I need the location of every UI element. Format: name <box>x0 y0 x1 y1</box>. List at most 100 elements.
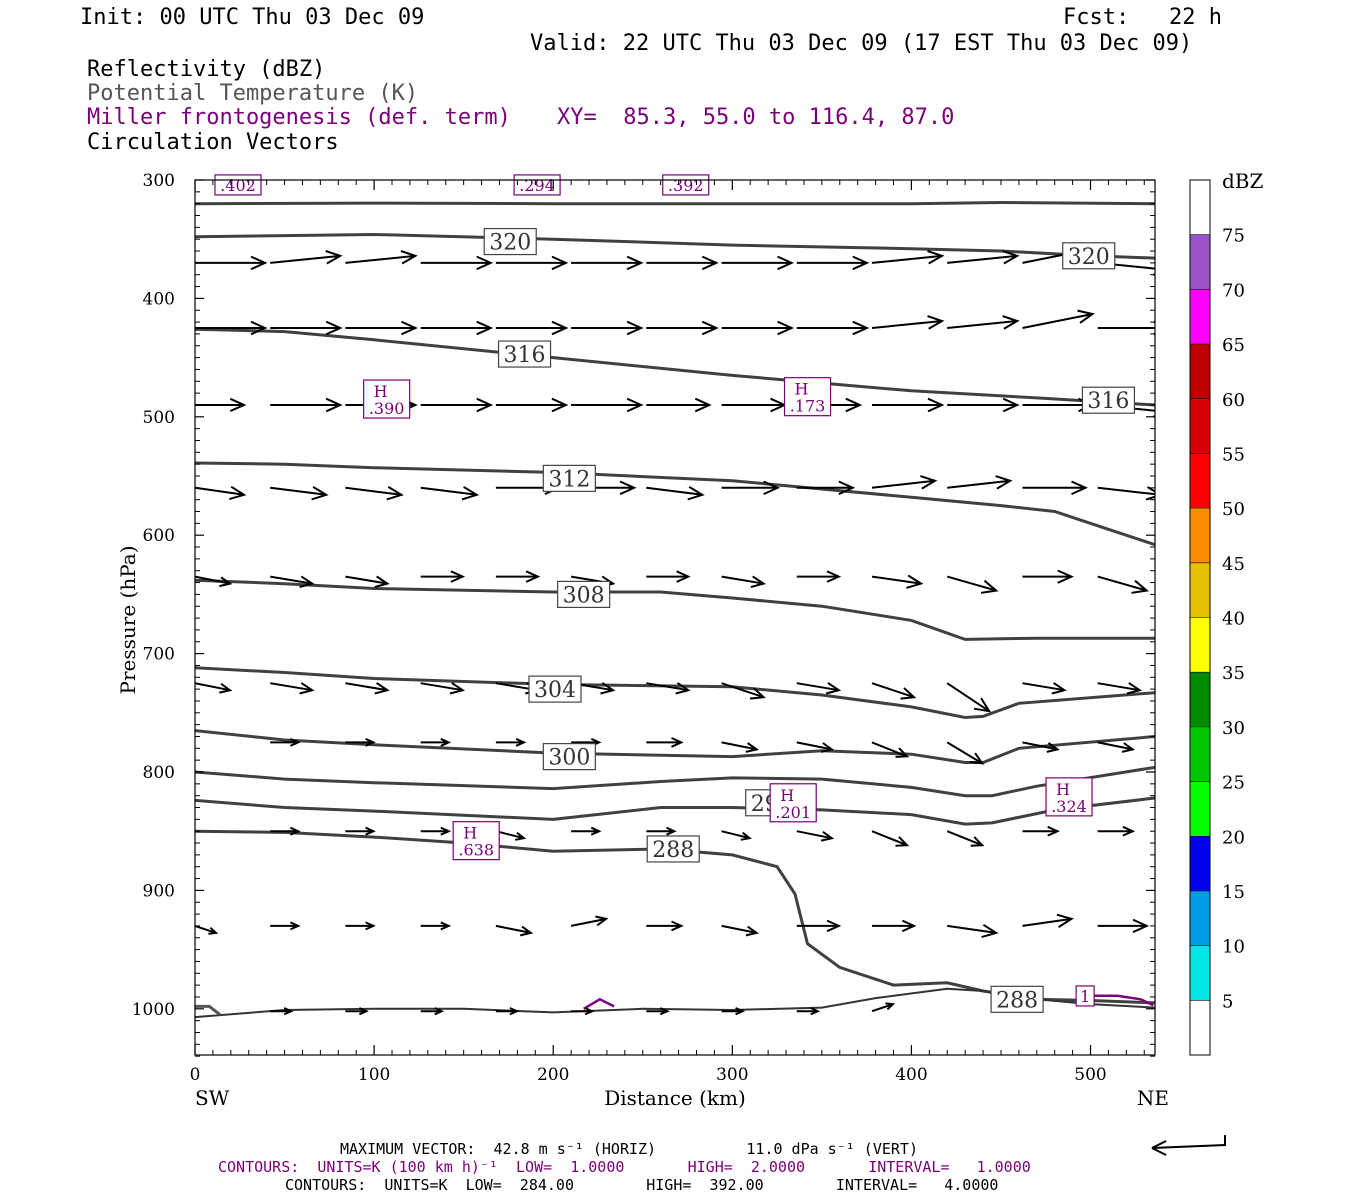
circulation-vector <box>420 255 494 271</box>
frontogenesis-max-letter: H <box>1056 780 1070 799</box>
circulation-vector <box>570 915 609 927</box>
theta-label-box <box>483 227 537 256</box>
circulation-vector <box>947 315 1020 330</box>
circulation-vector <box>345 682 390 695</box>
theta-label-text: 308 <box>563 583 605 608</box>
circulation-vector <box>345 575 390 588</box>
circulation-vector <box>495 320 569 336</box>
x-tick-label: 0 <box>190 1065 201 1085</box>
circulation-vector <box>946 575 999 594</box>
frontogenesis-label-box <box>452 821 500 861</box>
theta-contour-292 <box>195 796 1155 826</box>
frontogenesis-max-value: .390 <box>369 399 405 418</box>
circulation-vector <box>646 320 719 336</box>
valid-time: Valid: 22 UTC Thu 03 Dec 09 (17 EST Thu … <box>530 31 1193 56</box>
circulation-vector <box>872 397 945 413</box>
circulation-vector <box>195 485 247 501</box>
circulation-vector <box>420 737 452 747</box>
colorbar-level-label: 35 <box>1222 663 1245 684</box>
circulation-vector <box>195 255 268 271</box>
colorbar-level-label: 30 <box>1222 718 1245 739</box>
colorbar-level-label: 75 <box>1222 226 1245 247</box>
frontogenesis-label-value: .402 <box>220 176 256 195</box>
circulation-vector <box>270 320 343 336</box>
circulation-vector <box>1097 825 1136 837</box>
frontogenesis-label-box <box>1075 985 1095 1007</box>
theta-label-text: 300 <box>548 746 590 771</box>
theta-label-box <box>557 580 611 609</box>
circulation-vector <box>195 320 268 336</box>
circulation-vector <box>646 826 677 836</box>
frontogenesis-contour-info: CONTOURS: UNITS=K (100 km h)⁻¹ LOW= 1.00… <box>218 1158 1031 1176</box>
y-tick-label: 600 <box>143 526 175 546</box>
circulation-vector <box>796 255 870 271</box>
circulation-vector <box>721 480 781 496</box>
colorbar-unit: dBZ <box>1222 169 1264 193</box>
theta-contour-312 <box>195 461 1155 547</box>
circulation-vector <box>270 397 343 413</box>
circulation-vector <box>345 320 418 336</box>
frontogenesis-label: H.390 <box>363 379 411 419</box>
circulation-vector <box>1097 682 1143 695</box>
x-end-label-left: SW <box>195 1086 230 1110</box>
frontogenesis-label-box <box>1045 777 1093 817</box>
circulation-vector <box>571 1007 595 1016</box>
frontogenesis-label: 1 <box>1075 985 1095 1007</box>
x-tick-label: 300 <box>716 1065 748 1085</box>
theta-label: 320 <box>1062 242 1116 270</box>
theta-label-box <box>542 464 596 492</box>
frontogenesis-max-letter: H <box>374 382 388 401</box>
circulation-vector <box>195 397 247 413</box>
theta-label-box <box>990 985 1044 1013</box>
x-tick-label: 100 <box>358 1065 390 1085</box>
theta-contour-info: CONTOURS: UNITS=K LOW= 284.00 HIGH= 392.… <box>285 1176 999 1194</box>
field-reflectivity: Reflectivity (dBZ) <box>87 57 326 82</box>
circulation-vector <box>796 830 835 842</box>
colorbar-segment <box>1190 672 1210 727</box>
circulation-vector <box>1022 309 1095 329</box>
circulation-vector <box>420 921 452 931</box>
frontogenesis-label-value: 1 <box>1080 987 1090 1006</box>
circulation-vector <box>270 682 315 695</box>
colorbar-level-label: 70 <box>1222 280 1245 301</box>
x-tick-label: 200 <box>537 1065 569 1085</box>
colorbar-segment <box>1190 836 1210 891</box>
circulation-vector <box>871 250 945 265</box>
circulation-vector <box>872 919 917 933</box>
y-tick-label: 700 <box>143 645 175 665</box>
theta-label: 308 <box>557 580 611 609</box>
colorbar-segment <box>1190 945 1210 1001</box>
theta-label-text: 288 <box>652 838 694 863</box>
circulation-vector <box>721 741 759 753</box>
theta-contour-304 <box>195 666 1155 720</box>
frontogenesis-contours <box>583 994 1154 1010</box>
circulation-vector <box>270 575 315 588</box>
circulation-vector <box>646 397 712 413</box>
frontogenesis-max-letter: H <box>463 824 477 843</box>
theta-label-text: 320 <box>489 231 531 256</box>
circulation-vector <box>947 397 1020 413</box>
cross-section-chart: 320320316316312308304300292288288.402.29… <box>116 169 1264 1110</box>
y-tick-label: 900 <box>143 881 175 901</box>
theta-label-text: 288 <box>996 988 1038 1013</box>
circulation-vector <box>270 921 301 931</box>
circulation-vector <box>1097 486 1155 501</box>
circulation-vector <box>1097 575 1150 594</box>
circulation-vector <box>796 1007 821 1016</box>
circulation-vector <box>646 486 705 501</box>
circulation-vector <box>946 682 992 713</box>
circulation-vector <box>871 574 924 589</box>
circulation-vector <box>495 570 541 583</box>
circulation-vector <box>721 682 766 700</box>
circulation-vector <box>1022 913 1074 928</box>
circulation-vector <box>1022 682 1067 695</box>
frontogenesis-label: H.638 <box>452 821 500 861</box>
circulation-vector <box>796 682 842 695</box>
frontogenesis-max-value: .173 <box>790 397 826 416</box>
circulation-vector <box>796 570 842 583</box>
circulation-vector <box>195 924 219 935</box>
y-axis-label: Pressure (hPa) <box>116 546 140 695</box>
circulation-vector <box>1022 569 1074 584</box>
circulation-vector <box>1022 480 1088 496</box>
theta-label: 304 <box>528 675 582 703</box>
